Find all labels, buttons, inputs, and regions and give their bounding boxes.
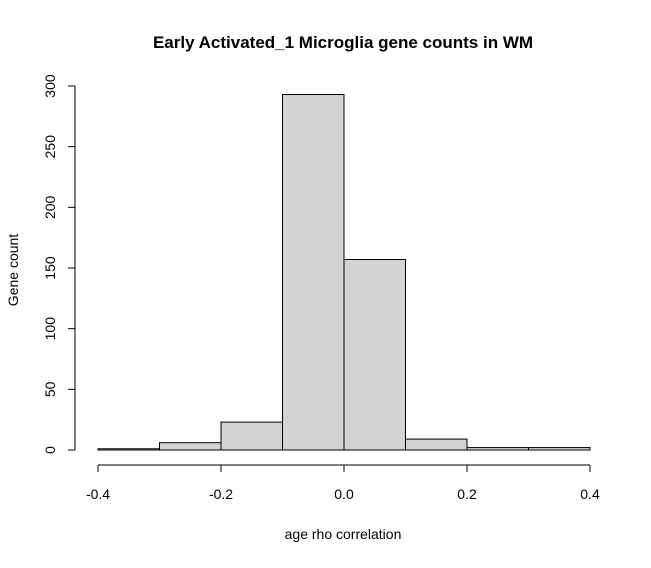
x-tick-label: -0.4 [86,486,110,502]
y-tick-label: 200 [42,195,58,219]
y-axis-label: Gene count [5,234,21,306]
y-axis: 0 50 100 150 200 250 300 [42,74,76,454]
y-tick-label: 250 [42,135,58,159]
x-tick-label: 0.2 [457,486,477,502]
histogram-bar [528,447,591,451]
histogram-bar [97,448,160,451]
histogram-bar [220,421,283,451]
y-tick-label: 50 [42,381,58,397]
histogram-bar [159,442,222,451]
x-tick-label: -0.2 [209,486,233,502]
histogram-bar [405,438,468,451]
x-axis-label: age rho correlation [285,526,402,542]
y-tick-label: 100 [42,317,58,341]
x-tick-label: 0.4 [580,486,600,502]
x-tick-label: 0.0 [334,486,354,502]
histogram-bar [282,93,345,451]
x-axis: -0.4 -0.2 0.0 0.2 0.4 [86,464,600,502]
histogram-bar [466,447,529,451]
y-tick-label: 0 [42,446,58,454]
chart-title: Early Activated_1 Microglia gene counts … [153,33,533,52]
histogram-bar [343,259,406,451]
y-tick-label: 300 [42,74,58,98]
bars-layer [97,93,591,451]
y-tick-label: 150 [42,256,58,280]
